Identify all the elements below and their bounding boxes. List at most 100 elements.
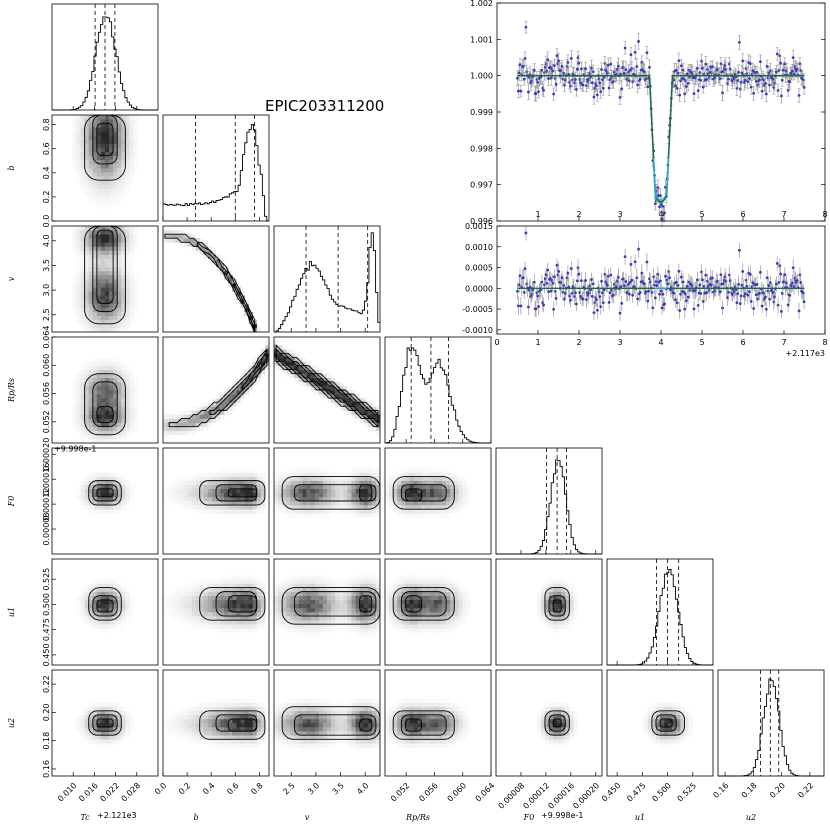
density-cell xyxy=(274,607,279,613)
density-cell xyxy=(92,603,98,609)
density-cell xyxy=(117,123,122,128)
density-cell xyxy=(286,488,291,494)
density-cell xyxy=(244,628,249,633)
density-cell xyxy=(191,410,196,415)
density-cell xyxy=(429,616,435,621)
density-cell xyxy=(549,620,554,625)
density-cell xyxy=(359,575,364,580)
density-cell xyxy=(446,509,451,514)
density-cell xyxy=(318,591,324,596)
density-cell xyxy=(92,307,98,312)
density-cell xyxy=(409,587,414,592)
density-cell xyxy=(294,373,299,379)
density-cell xyxy=(109,200,114,205)
density-cell xyxy=(105,172,110,177)
density-cell xyxy=(367,743,373,748)
density-cell xyxy=(207,718,213,724)
density-cell xyxy=(573,599,578,605)
density-cell xyxy=(171,731,176,736)
density-cell xyxy=(121,727,126,732)
density-cell xyxy=(191,599,196,605)
density-cell xyxy=(88,139,94,144)
density-cell xyxy=(228,587,233,592)
density-cell xyxy=(367,735,373,740)
density-cell xyxy=(129,319,134,325)
density-cell xyxy=(109,307,114,312)
density-cell xyxy=(121,369,126,374)
density-cell xyxy=(121,127,126,132)
density-cell xyxy=(286,579,291,584)
density-cell xyxy=(207,418,213,423)
density-cell xyxy=(569,727,574,732)
density-cell xyxy=(76,599,81,605)
density-cell xyxy=(393,595,398,601)
density-cell xyxy=(454,501,459,506)
density-cell xyxy=(359,398,364,403)
density-cell xyxy=(113,230,118,235)
density-cell xyxy=(232,287,237,292)
density-cell xyxy=(375,484,381,490)
density-cell xyxy=(125,735,130,740)
density-cell xyxy=(117,274,122,280)
density-cell xyxy=(228,739,233,744)
density-cell xyxy=(216,731,221,736)
density-cell xyxy=(355,472,360,477)
density-cell xyxy=(306,595,311,601)
density-cell xyxy=(179,595,184,601)
density-cell xyxy=(129,303,134,308)
density-cell xyxy=(80,616,85,621)
density-cell xyxy=(664,731,669,736)
density-cell xyxy=(244,492,249,498)
density-cell xyxy=(92,159,98,165)
density-cell xyxy=(125,180,130,185)
density-cell xyxy=(405,723,410,728)
density-cell xyxy=(294,628,299,633)
density-cell xyxy=(88,283,94,288)
density-cell xyxy=(96,385,102,391)
density-cell xyxy=(163,727,168,732)
density-cell xyxy=(351,714,356,720)
density-cell xyxy=(565,591,570,596)
density-cell xyxy=(240,575,245,580)
density-cell xyxy=(113,488,118,494)
density-cell xyxy=(80,151,85,157)
density-cell xyxy=(450,591,455,596)
density-cell xyxy=(413,480,418,485)
density-cell xyxy=(454,723,459,728)
density-cell xyxy=(655,702,661,707)
density-cell xyxy=(224,501,229,506)
density-cell xyxy=(228,488,233,494)
density-cell xyxy=(363,718,369,724)
density-cell xyxy=(664,739,669,744)
density-cell xyxy=(561,702,566,707)
density-cell xyxy=(306,727,311,732)
density-cell xyxy=(322,480,328,485)
density-cell xyxy=(187,706,192,712)
density-cell xyxy=(278,365,283,370)
density-cell xyxy=(540,735,546,740)
density-cell xyxy=(207,496,213,502)
density-cell xyxy=(100,274,106,280)
density-cell xyxy=(371,426,377,432)
density-cell xyxy=(244,472,249,477)
density-cell xyxy=(339,727,344,732)
density-cell xyxy=(76,727,81,732)
density-cell xyxy=(121,155,126,161)
density-cell xyxy=(413,492,418,498)
density-cell xyxy=(72,381,77,387)
density-cell xyxy=(363,723,369,728)
density-cell xyxy=(121,718,126,724)
density-cell xyxy=(92,266,98,272)
density-cell xyxy=(105,246,110,251)
density-cell xyxy=(367,731,373,736)
density-cell xyxy=(425,472,431,477)
density-cell xyxy=(310,624,316,629)
density-cell xyxy=(429,702,435,707)
density-cell xyxy=(88,143,94,148)
density-cell xyxy=(442,718,447,724)
density-cell xyxy=(203,426,209,432)
density-cell xyxy=(96,706,102,712)
density-cell xyxy=(236,398,241,403)
density-cell xyxy=(236,743,241,748)
density-cell xyxy=(236,702,241,707)
